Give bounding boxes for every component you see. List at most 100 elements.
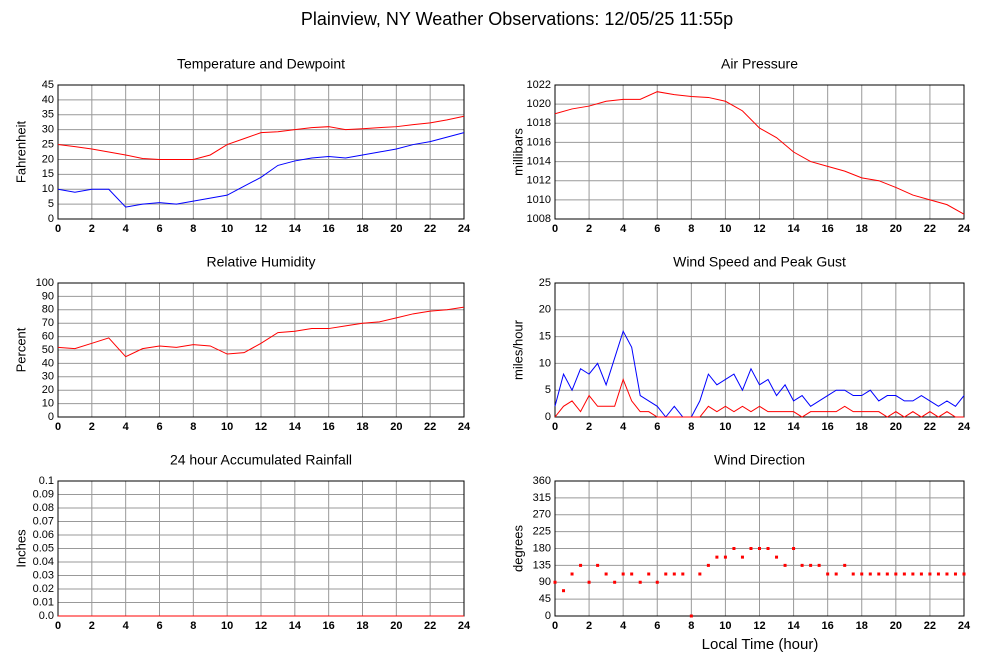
data-point [672,572,676,576]
y-tick-label: 0 [48,213,54,225]
data-point [655,580,659,584]
plot-frame [554,282,965,418]
x-tick-label: 20 [390,421,402,433]
x-tick-label: 14 [787,421,800,433]
x-tick-label: 8 [688,421,694,433]
data-point [562,589,566,593]
x-tick-label: 24 [958,620,971,632]
x-tick-label: 18 [356,421,368,433]
data-point [749,547,753,550]
data-point [843,563,847,567]
x-tick-label: 12 [255,421,267,433]
y-tick-label: 1016 [527,136,551,148]
data-point [613,580,617,584]
x-tick-label: 16 [822,223,834,235]
x-tick-label: 22 [424,223,436,235]
x-tick-label: 0 [55,620,61,632]
x-tick-label: 24 [458,421,471,433]
y-axis-label: Inches [13,529,28,568]
x-tick-label: 0 [552,620,558,632]
x-tick-label: 2 [586,421,592,433]
y-tick-label: 10 [539,357,551,369]
y-tick-label: 0.01 [33,596,54,608]
x-tick-label: 10 [719,421,731,433]
y-tick-label: 1008 [527,213,551,225]
x-tick-label: 12 [255,223,267,235]
data-line [554,377,964,418]
y-axis-label: millibars [510,128,525,176]
y-tick-label: 0.09 [33,488,54,500]
x-tick-label: 16 [323,620,335,632]
data-point [894,572,898,576]
chart-panel: Relative HumidityPercent0102030405060708… [13,254,471,433]
data-point [689,614,693,618]
y-tick-label: 270 [533,509,551,521]
x-tick-label: 20 [890,421,902,433]
y-tick-label: 20 [42,153,54,165]
data-point [664,572,668,576]
data-point [775,555,779,559]
y-tick-label: 5 [48,198,54,210]
x-tick-label: 22 [424,421,436,433]
data-point [809,563,813,567]
x-tick-label: 22 [924,223,936,235]
x-tick-label: 20 [890,620,902,632]
y-tick-label: 15 [539,331,551,343]
chart-panel: 24 hour Accumulated Rainfall Inches 0.0 0.0… [13,452,471,632]
x-tick-label: 24 [958,223,971,235]
x-tick-label: 0 [55,421,61,433]
y-tick-label: 25 [539,277,551,289]
data-point [766,547,770,550]
x-tick-label: 22 [424,620,436,632]
x-tick-label: 16 [822,620,834,632]
x-tick-label: 4 [123,620,130,632]
data-point [723,555,727,559]
data-point [553,580,557,584]
x-tick-label: 2 [89,223,95,235]
x-tick-label: 2 [89,620,95,632]
chart-title: 24 hour Accumulated Rainfall [170,452,352,468]
data-point [570,572,574,576]
y-axis-label: Percent [13,327,28,372]
chart-title: Temperature and Dewpoint [177,56,345,72]
data-point [860,572,864,576]
x-tick-label: 24 [458,620,471,632]
data-point [587,580,591,584]
x-tick-label: 14 [787,223,800,235]
x-tick-label: 22 [924,421,936,433]
x-tick-label: 12 [753,620,765,632]
data-point [740,555,744,559]
data-point [919,572,923,576]
data-point [953,572,957,576]
data-point [647,572,651,576]
data-point [800,563,804,567]
data-point [596,563,600,567]
data-line [554,91,965,215]
x-tick-label: 16 [323,421,335,433]
x-tick-label: 18 [856,620,868,632]
y-tick-label: 1012 [527,175,551,187]
chart-panel: Air Pressuremillibars1008101010121014101… [510,56,971,235]
chart-title: Air Pressure [721,56,798,72]
y-tick-label: 135 [533,559,551,571]
y-tick-label: 20 [42,384,54,396]
x-tick-label: 10 [221,421,233,433]
data-point [851,572,855,576]
data-point [630,572,634,576]
data-point [877,572,881,576]
x-tick-label: 18 [356,620,368,632]
page-title: Plainview, NY Weather Observations: 12/0… [301,9,733,29]
y-axis-label: miles/hour [510,319,525,380]
data-line [57,306,465,358]
data-point [911,572,915,576]
x-tick-label: 20 [390,620,402,632]
y-tick-label: 0.03 [33,569,54,581]
x-tick-label: 8 [190,223,196,235]
x-axis-label: Local Time (hour) [702,636,819,653]
y-tick-label: 40 [42,357,54,369]
plot-frame [57,282,465,418]
data-point [638,580,642,584]
y-tick-label: 0.04 [33,556,54,568]
data-point [945,572,949,576]
y-tick-label: 0.06 [33,529,54,541]
